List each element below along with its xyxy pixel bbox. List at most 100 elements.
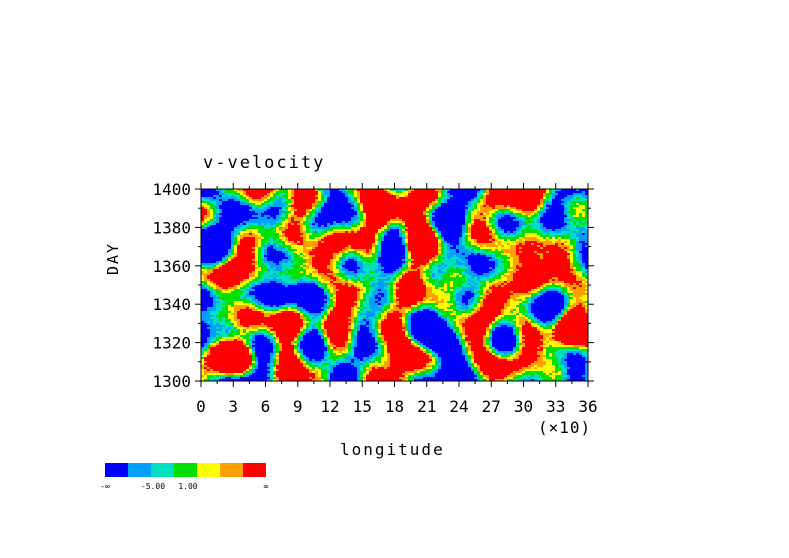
heatmap-cell (303, 231, 306, 233)
heatmap-cell (333, 253, 336, 255)
heatmap-cell (285, 247, 288, 249)
heatmap-cell (399, 203, 402, 205)
heatmap-cell (435, 237, 438, 239)
heatmap-cell (561, 209, 564, 211)
heatmap-cell (225, 233, 228, 235)
heatmap-cell (342, 213, 345, 215)
heatmap-cell (318, 271, 321, 273)
heatmap-cell (567, 231, 570, 233)
heatmap-cell (438, 225, 441, 227)
heatmap-cell (393, 219, 396, 221)
heatmap-cell (585, 265, 588, 267)
heatmap-cell (237, 225, 240, 227)
heatmap-cell (204, 205, 207, 207)
heatmap-cell (390, 225, 393, 227)
heatmap-cell (309, 265, 312, 267)
heatmap-cell (315, 209, 318, 211)
heatmap-cell (261, 199, 264, 201)
heatmap-cell (420, 205, 423, 207)
heatmap-cell (576, 209, 579, 211)
heatmap-cell (582, 251, 585, 253)
heatmap-cell (378, 227, 381, 229)
heatmap-cell (546, 213, 549, 215)
heatmap-cell (237, 271, 240, 273)
heatmap-cell (426, 257, 429, 259)
heatmap-cell (369, 215, 372, 217)
heatmap-cell (483, 199, 486, 201)
heatmap-field (201, 189, 588, 381)
heatmap-cell (201, 241, 204, 243)
heatmap-cell (348, 235, 351, 237)
heatmap-cell (225, 213, 228, 215)
heatmap-cell (216, 211, 219, 213)
heatmap-cell (495, 199, 498, 201)
heatmap-cell (342, 271, 345, 273)
heatmap-cell (357, 221, 360, 223)
heatmap-cell (219, 227, 222, 229)
heatmap-cell (525, 199, 528, 201)
heatmap-cell (504, 247, 507, 249)
heatmap-cell (507, 205, 510, 207)
heatmap-cell (492, 207, 495, 209)
heatmap-cell (411, 223, 414, 225)
heatmap-cell (516, 267, 519, 269)
heatmap-cell (423, 237, 426, 239)
heatmap-cell (249, 205, 252, 207)
heatmap-cell (447, 245, 450, 247)
heatmap-cell (252, 267, 255, 269)
heatmap-cell (447, 217, 450, 219)
heatmap-cell (255, 263, 258, 265)
heatmap-cell (468, 227, 471, 229)
heatmap-cell (285, 205, 288, 207)
heatmap-cell (585, 241, 588, 243)
heatmap-cell (369, 263, 372, 265)
heatmap-cell (288, 261, 291, 263)
heatmap-cell (414, 227, 417, 229)
heatmap-cell (426, 247, 429, 249)
heatmap-cell (444, 271, 447, 273)
heatmap-cell (312, 257, 315, 259)
heatmap-cell (237, 247, 240, 249)
heatmap-cell (492, 241, 495, 243)
heatmap-cell (312, 255, 315, 257)
heatmap-cell (357, 215, 360, 217)
heatmap-cell (252, 195, 255, 197)
heatmap-cell (582, 241, 585, 243)
heatmap-cell (351, 265, 354, 267)
heatmap-cell (336, 231, 339, 233)
heatmap-cell (516, 275, 519, 277)
heatmap-cell (336, 257, 339, 259)
heatmap-cell (555, 199, 558, 201)
heatmap-cell (354, 229, 357, 231)
heatmap-cell (231, 211, 234, 213)
heatmap-cell (285, 219, 288, 221)
heatmap-cell (327, 195, 330, 197)
heatmap-cell (201, 227, 204, 229)
heatmap-cell (522, 241, 525, 243)
heatmap-cell (468, 249, 471, 251)
heatmap-cell (474, 211, 477, 213)
heatmap-cell (462, 219, 465, 221)
heatmap-cell (258, 207, 261, 209)
heatmap-cell (360, 197, 363, 199)
heatmap-cell (441, 203, 444, 205)
heatmap-cell (579, 227, 582, 229)
heatmap-cell (495, 189, 498, 191)
heatmap-cell (429, 231, 432, 233)
heatmap-cell (417, 223, 420, 225)
heatmap-cell (405, 247, 408, 249)
heatmap-cell (516, 221, 519, 223)
heatmap-cell (303, 241, 306, 243)
heatmap-cell (483, 197, 486, 199)
heatmap-cell (249, 235, 252, 237)
heatmap-cell (408, 257, 411, 259)
heatmap-cell (528, 249, 531, 251)
heatmap-cell (462, 233, 465, 235)
heatmap-cell (453, 265, 456, 267)
heatmap-cell (540, 261, 543, 263)
heatmap-cell (300, 211, 303, 213)
heatmap-cell (372, 221, 375, 223)
heatmap-cell (240, 217, 243, 219)
heatmap-cell (273, 265, 276, 267)
heatmap-cell (528, 267, 531, 269)
